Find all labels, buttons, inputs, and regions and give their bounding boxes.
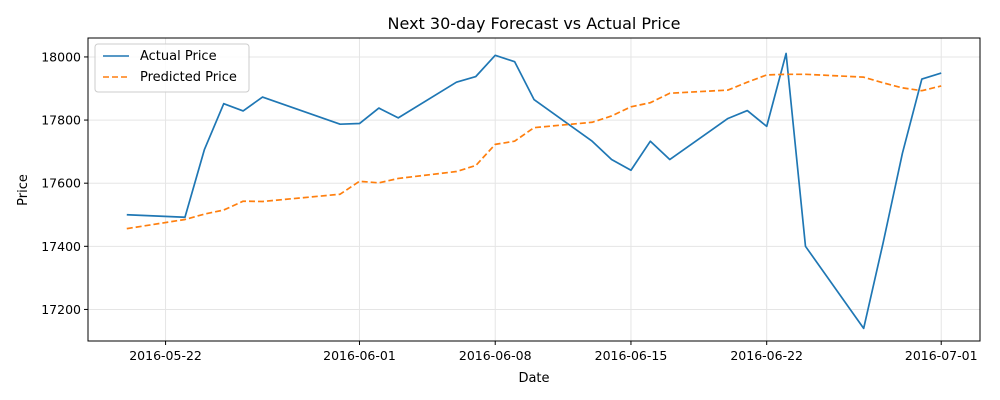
legend: Actual Price Predicted Price [94,43,250,93]
x-tick-label: 2016-06-01 [323,348,396,363]
y-axis-label: Price [16,174,31,206]
legend-box [94,43,250,93]
series-line-actual-price [126,52,942,330]
y-axis: 17200 17400 17600 17800 18000 [41,49,88,317]
x-tick-label: 2016-06-08 [459,348,532,363]
series-line-predicted-price [126,73,942,230]
y-tick-label: 17800 [41,113,81,128]
legend-label-predicted-price: Predicted Price [140,70,237,85]
x-tick-label: 2016-06-22 [730,348,803,363]
x-tick-label: 2016-07-01 [905,348,978,363]
x-axis-label: Date [518,371,549,386]
series-layer [126,52,942,330]
chart-title: Next 30-day Forecast vs Actual Price [388,14,681,33]
y-tick-label: 17200 [41,302,81,317]
y-tick-label: 18000 [41,49,81,64]
plot-frame [87,37,981,342]
y-tick-label: 17400 [41,239,81,254]
x-tick-label: 2016-05-22 [129,348,202,363]
x-tick-label: 2016-06-15 [595,348,668,363]
y-tick-label: 17600 [41,176,81,191]
x-axis: 2016-05-22 2016-06-01 2016-06-08 2016-06-15… [129,341,978,363]
legend-label-actual-price: Actual Price [140,49,217,64]
